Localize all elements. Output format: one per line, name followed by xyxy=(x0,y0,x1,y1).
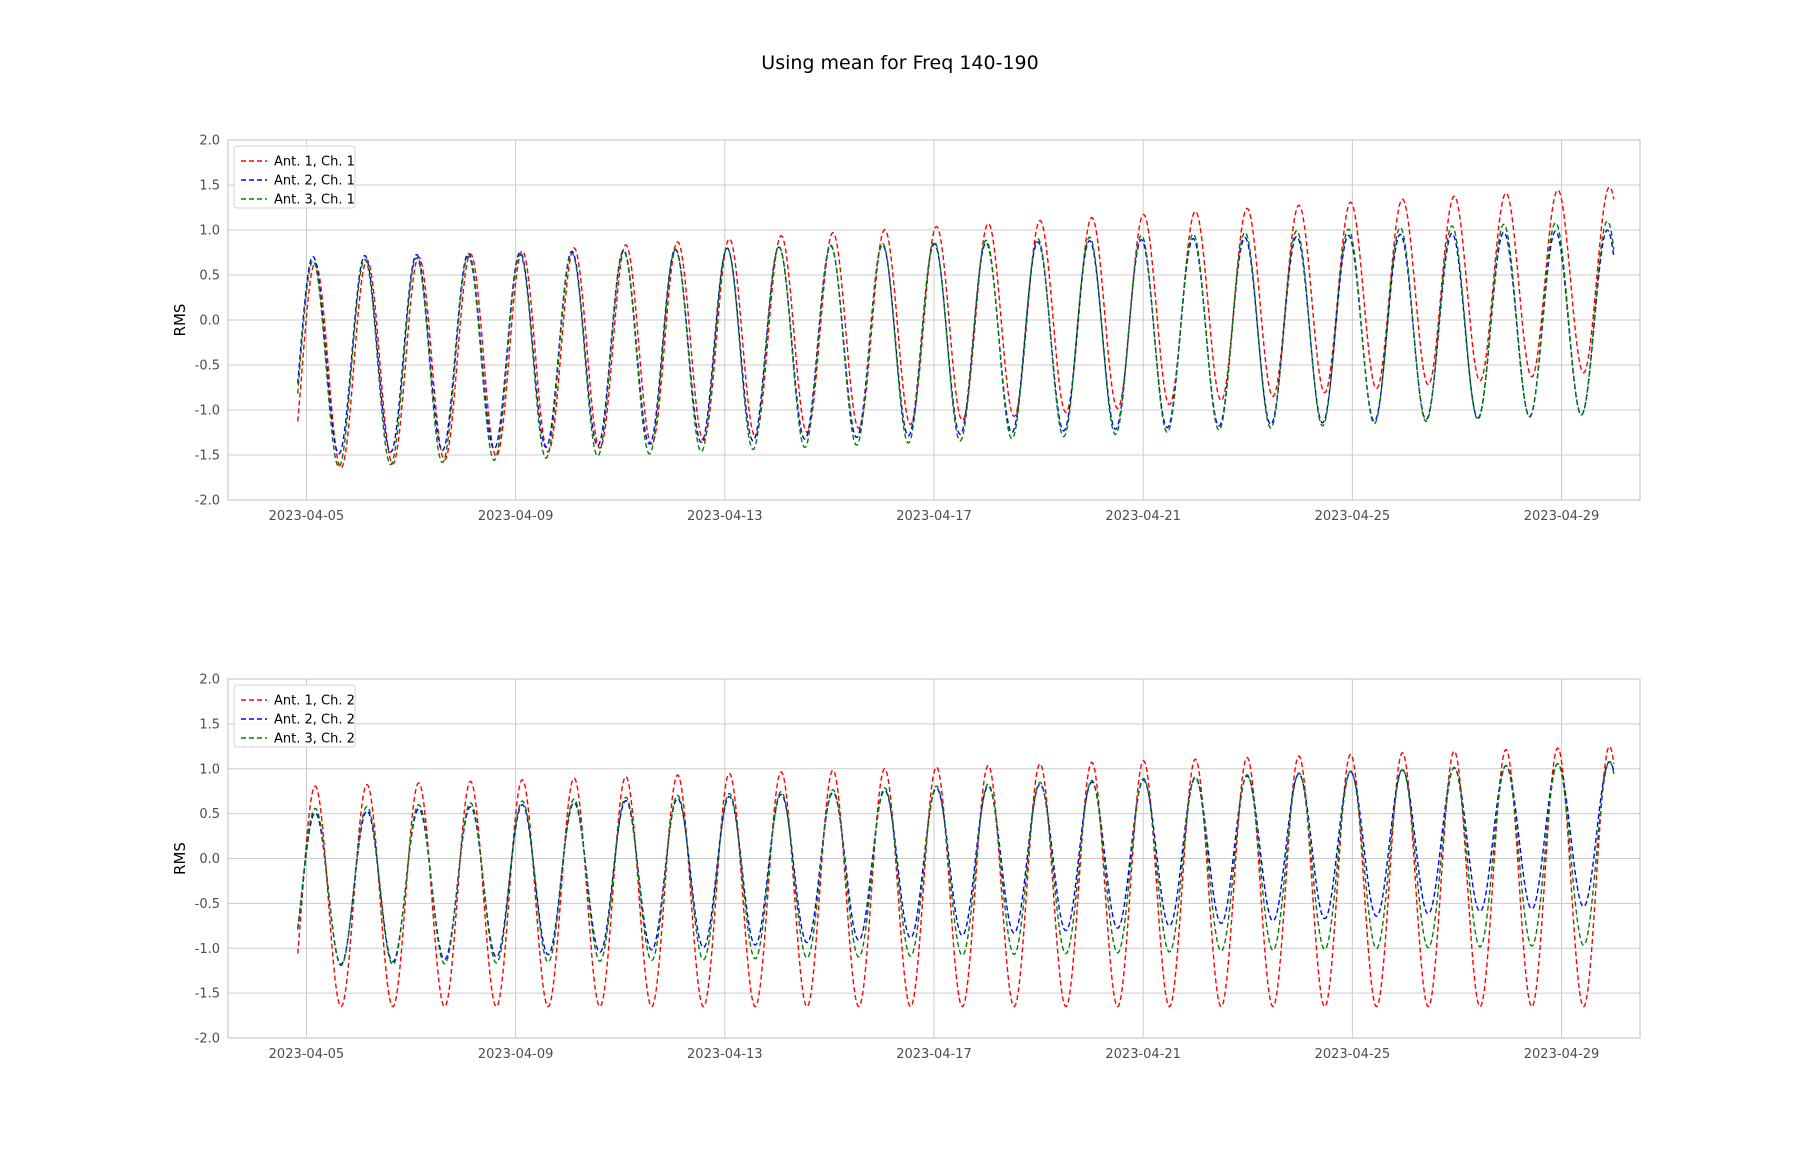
bottom-y-tick-label: -1.5 xyxy=(195,987,220,1002)
top-legend-box xyxy=(233,145,356,209)
bottom-legend: Ant. 1, Ch. 2 Ant. 2, Ch. 2 Ant. 3, Ch. 2 xyxy=(233,684,356,748)
bottom-x-tick-label: 2023-04-13 xyxy=(687,1047,763,1062)
bottom-axes-frame xyxy=(227,678,1641,1039)
top-legend: Ant. 1, Ch. 1 Ant. 2, Ch. 1 Ant. 3, Ch. 1 xyxy=(233,145,356,209)
bottom-x-tick-label: 2023-04-25 xyxy=(1315,1047,1391,1062)
bottom-y-tick-label: -1.0 xyxy=(195,942,220,957)
bottom-x-tick-label: 2023-04-29 xyxy=(1524,1047,1600,1062)
subplot-top: -2.0 -1.5 -1.0 -0.5 0.0 0.5 1.0 1.5 2.0 2023-04-0… xyxy=(171,134,1641,524)
top-y-tick-label: 1.5 xyxy=(199,179,220,194)
bottom-y-tick-label: 1.0 xyxy=(199,762,220,777)
bottom-y-tick-label: 1.5 xyxy=(199,717,220,732)
top-series-line-3 xyxy=(297,220,1615,468)
bottom-x-tick-label: 2023-04-21 xyxy=(1105,1047,1181,1062)
top-x-tick-label: 2023-04-17 xyxy=(896,509,972,524)
top-x-tick-label: 2023-04-09 xyxy=(478,509,554,524)
bottom-y-tick-label: 0.5 xyxy=(199,807,220,822)
bottom-x-tick-label: 2023-04-09 xyxy=(478,1047,554,1062)
bottom-x-tick-label: 2023-04-05 xyxy=(269,1047,345,1062)
top-legend-label: Ant. 1, Ch. 1 xyxy=(274,155,355,170)
top-x-tick-label: 2023-04-25 xyxy=(1315,509,1391,524)
top-series-line-2 xyxy=(297,229,1615,455)
bottom-series-line-1 xyxy=(297,745,1615,1008)
top-y-tick-label: 0.0 xyxy=(199,314,220,329)
top-series-line-1 xyxy=(297,186,1615,469)
bottom-legend-label: Ant. 2, Ch. 2 xyxy=(274,713,355,728)
top-y-tick-label: -0.5 xyxy=(195,359,220,374)
top-x-tick-label: 2023-04-29 xyxy=(1524,509,1600,524)
top-axes-frame xyxy=(227,139,1641,501)
bottom-legend-label: Ant. 3, Ch. 2 xyxy=(274,732,355,747)
top-legend-label: Ant. 3, Ch. 1 xyxy=(274,193,355,208)
top-x-tick-label: 2023-04-05 xyxy=(269,509,345,524)
bottom-series-line-2 xyxy=(297,761,1615,965)
bottom-y-tick-label: 2.0 xyxy=(199,673,220,688)
top-x-tick-label: 2023-04-13 xyxy=(687,509,763,524)
top-y-tick-label: -2.0 xyxy=(195,494,220,509)
figure-title: Using mean for Freq 140-190 xyxy=(761,52,1039,74)
bottom-y-tick-label: 0.0 xyxy=(199,852,220,867)
top-y-tick-label: 0.5 xyxy=(199,269,220,284)
bottom-y-tick-label: -2.0 xyxy=(195,1032,220,1047)
bottom-y-axis-label: RMS xyxy=(171,842,189,875)
top-y-tick-label: 2.0 xyxy=(199,134,220,149)
bottom-series-line-3 xyxy=(297,761,1615,967)
top-y-tick-label: -1.0 xyxy=(195,404,220,419)
top-legend-label: Ant. 2, Ch. 1 xyxy=(274,174,355,189)
bottom-legend-box xyxy=(233,684,356,748)
top-x-tick-label: 2023-04-21 xyxy=(1105,509,1181,524)
bottom-x-tick-label: 2023-04-17 xyxy=(896,1047,972,1062)
bottom-legend-label: Ant. 1, Ch. 2 xyxy=(274,694,355,709)
bottom-y-tick-label: -0.5 xyxy=(195,897,220,912)
subplot-bottom: -2.0 -1.5 -1.0 -0.5 0.0 0.5 1.0 1.5 2.0 2023-04-0… xyxy=(171,673,1641,1062)
top-y-tick-label: -1.5 xyxy=(195,449,220,464)
top-y-tick-label: 1.0 xyxy=(199,224,220,239)
top-y-axis-label: RMS xyxy=(171,304,189,337)
